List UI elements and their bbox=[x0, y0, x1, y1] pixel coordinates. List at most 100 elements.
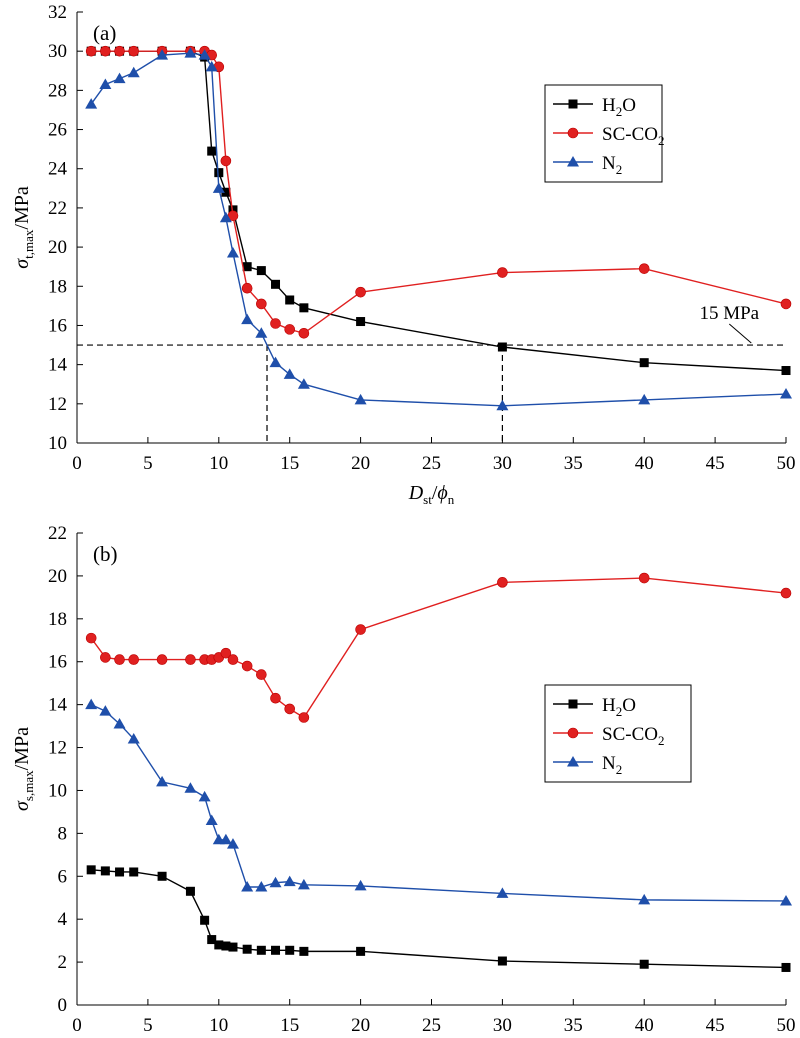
data-point bbox=[115, 867, 125, 877]
data-point bbox=[497, 267, 508, 278]
data-point bbox=[100, 652, 111, 663]
data-point bbox=[200, 915, 210, 925]
x-tick-label: 50 bbox=[777, 453, 796, 474]
y-tick-label: 12 bbox=[48, 738, 67, 759]
y-tick-label: 16 bbox=[48, 315, 67, 336]
data-point bbox=[185, 654, 196, 665]
series-line bbox=[90, 52, 787, 407]
x-tick-label: 50 bbox=[777, 1015, 796, 1036]
legend-entry: N2 bbox=[602, 753, 622, 777]
data-point bbox=[638, 393, 651, 405]
x-axis-label: Dst/ϕn bbox=[408, 482, 455, 507]
data-point bbox=[355, 624, 366, 635]
legend-entry: SC-CO2 bbox=[602, 724, 664, 748]
data-point bbox=[114, 45, 125, 57]
y-tick-label: 18 bbox=[48, 276, 67, 297]
x-tick-label: 0 bbox=[72, 453, 82, 474]
x-tick-label: 15 bbox=[280, 453, 299, 474]
data-point bbox=[157, 871, 167, 881]
x-tick-label: 45 bbox=[706, 453, 725, 474]
y-tick-label: 0 bbox=[58, 995, 68, 1016]
y-tick-label: 24 bbox=[48, 159, 68, 180]
x-tick-label: 10 bbox=[209, 1015, 228, 1036]
reference-label: 15 MPa bbox=[699, 303, 759, 324]
x-tick-label: 5 bbox=[143, 1015, 153, 1036]
y-axis-label: σs,max/MPa bbox=[11, 727, 36, 811]
x-tick-label: 25 bbox=[422, 1015, 441, 1036]
data-point bbox=[128, 45, 140, 57]
data-point bbox=[86, 865, 96, 875]
data-point bbox=[780, 894, 792, 906]
data-point bbox=[269, 356, 282, 368]
data-point bbox=[780, 388, 792, 399]
data-point bbox=[214, 168, 224, 178]
y-tick-label: 20 bbox=[48, 237, 67, 258]
y-tick-label: 32 bbox=[48, 2, 67, 23]
data-point bbox=[220, 647, 232, 659]
chart-panel-b: 0 2 4 6 8 10 12 14 16 18 20 22 0 5 10 15 20 25 30 35 40 45 50 (… bbox=[11, 523, 796, 1036]
data-point bbox=[284, 703, 296, 715]
data-point bbox=[638, 263, 650, 274]
data-point bbox=[356, 317, 366, 327]
data-point bbox=[99, 78, 112, 89]
legend-marker bbox=[567, 756, 579, 767]
data-point bbox=[226, 246, 239, 258]
data-point bbox=[298, 712, 310, 723]
panel-label: (b) bbox=[93, 542, 118, 566]
data-point bbox=[638, 572, 650, 584]
data-point bbox=[220, 155, 232, 167]
y-tick-label: 10 bbox=[48, 433, 67, 454]
data-point bbox=[242, 944, 252, 954]
series-line bbox=[91, 50, 787, 335]
x-tick-label: 10 bbox=[209, 453, 228, 474]
x-tick-label: 35 bbox=[564, 453, 583, 474]
data-point bbox=[356, 946, 366, 956]
y-tick-label: 16 bbox=[48, 652, 67, 673]
data-point bbox=[639, 959, 649, 969]
y-tick-label: 14 bbox=[48, 355, 68, 376]
y-tick-label: 10 bbox=[48, 780, 67, 801]
data-point bbox=[497, 577, 508, 588]
data-point bbox=[212, 182, 225, 193]
data-point bbox=[354, 393, 367, 405]
series-line bbox=[91, 50, 787, 372]
data-point bbox=[127, 66, 140, 78]
data-point bbox=[100, 45, 111, 57]
chart-panel-a: 10 12 14 16 18 20 22 24 26 28 30 32 0 5 10 15 20 25 30 35 40… bbox=[11, 2, 796, 507]
x-tick-label: 30 bbox=[493, 1015, 512, 1036]
data-point bbox=[255, 327, 268, 338]
data-point bbox=[228, 942, 238, 952]
data-point bbox=[256, 669, 267, 680]
y-tick-label: 8 bbox=[58, 823, 68, 844]
data-point bbox=[780, 587, 792, 599]
data-point bbox=[156, 49, 169, 60]
data-point bbox=[205, 60, 218, 72]
y-axis-label: σt,max/MPa bbox=[11, 186, 36, 269]
data-point bbox=[271, 279, 281, 289]
data-point bbox=[256, 298, 267, 310]
legend-marker bbox=[568, 99, 578, 109]
data-point bbox=[496, 399, 509, 411]
y-tick-label: 18 bbox=[48, 609, 67, 630]
data-point bbox=[256, 266, 266, 276]
data-point bbox=[113, 717, 126, 729]
data-point bbox=[227, 654, 239, 665]
y-tick-label: 14 bbox=[48, 695, 68, 716]
y-tick-label: 6 bbox=[58, 866, 68, 887]
data-point bbox=[219, 833, 232, 845]
x-tick-label: 35 bbox=[564, 1015, 583, 1036]
data-point bbox=[241, 881, 254, 892]
data-point bbox=[241, 660, 253, 672]
data-point bbox=[298, 327, 310, 339]
data-point bbox=[242, 262, 252, 272]
data-point bbox=[221, 187, 231, 197]
x-tick-label: 30 bbox=[493, 453, 512, 474]
data-point bbox=[241, 282, 253, 294]
data-point bbox=[85, 45, 97, 57]
data-point bbox=[184, 47, 197, 58]
data-point bbox=[113, 72, 126, 84]
data-point bbox=[638, 893, 651, 905]
data-point bbox=[283, 368, 296, 379]
data-point bbox=[156, 775, 169, 787]
y-tick-label: 4 bbox=[58, 909, 68, 930]
